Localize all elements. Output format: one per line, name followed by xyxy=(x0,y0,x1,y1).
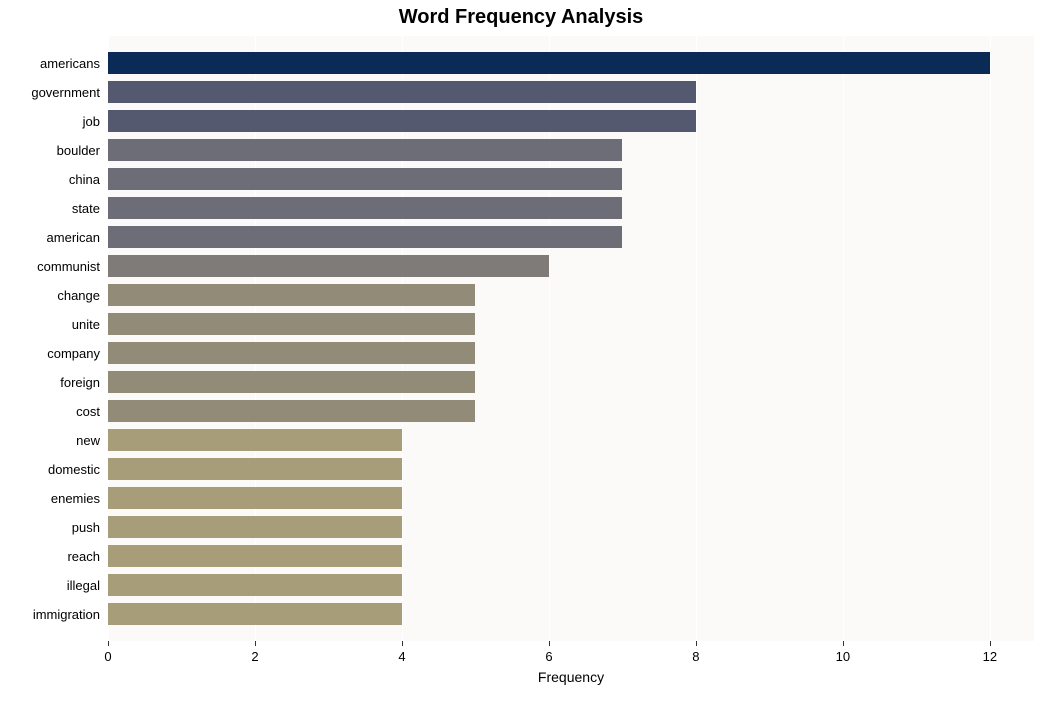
bar xyxy=(108,516,402,538)
y-tick-label: boulder xyxy=(57,143,100,158)
word-frequency-chart: Word Frequency Analysis Frequency 0 2 4 6 8 1… xyxy=(0,0,1042,701)
x-tick-mark xyxy=(108,641,109,646)
x-tick-mark xyxy=(549,641,550,646)
bar xyxy=(108,429,402,451)
x-tick-mark xyxy=(843,641,844,646)
y-tick-label: company xyxy=(47,346,100,361)
y-tick-label: new xyxy=(76,433,100,448)
bar xyxy=(108,255,549,277)
bar xyxy=(108,458,402,480)
x-tick-label: 2 xyxy=(251,649,258,664)
y-tick-label: state xyxy=(72,201,100,216)
grid-line xyxy=(990,36,991,641)
y-tick-label: china xyxy=(69,172,100,187)
plot-area xyxy=(108,36,1034,641)
y-tick-label: domestic xyxy=(48,462,100,477)
y-tick-label: american xyxy=(47,230,100,245)
grid-line xyxy=(843,36,844,641)
x-tick-mark xyxy=(402,641,403,646)
bar xyxy=(108,574,402,596)
y-tick-label: unite xyxy=(72,317,100,332)
bar xyxy=(108,197,622,219)
bar xyxy=(108,603,402,625)
y-tick-label: government xyxy=(31,85,100,100)
bar xyxy=(108,139,622,161)
y-tick-label: enemies xyxy=(51,491,100,506)
y-tick-label: reach xyxy=(67,549,100,564)
x-tick-mark xyxy=(255,641,256,646)
bar xyxy=(108,284,475,306)
y-tick-label: americans xyxy=(40,56,100,71)
bar xyxy=(108,342,475,364)
y-tick-label: communist xyxy=(37,259,100,274)
x-tick-label: 0 xyxy=(104,649,111,664)
x-tick-label: 12 xyxy=(983,649,997,664)
x-tick-label: 8 xyxy=(692,649,699,664)
bar xyxy=(108,226,622,248)
y-tick-label: illegal xyxy=(67,578,100,593)
x-tick-mark xyxy=(990,641,991,646)
y-tick-label: cost xyxy=(76,404,100,419)
y-tick-label: foreign xyxy=(60,375,100,390)
x-tick-label: 10 xyxy=(836,649,850,664)
bar xyxy=(108,313,475,335)
bar xyxy=(108,110,696,132)
y-tick-label: immigration xyxy=(33,607,100,622)
chart-title: Word Frequency Analysis xyxy=(0,6,1042,29)
grid-line xyxy=(696,36,697,641)
bar xyxy=(108,400,475,422)
bar xyxy=(108,545,402,567)
bar xyxy=(108,168,622,190)
x-tick-label: 4 xyxy=(398,649,405,664)
y-tick-label: push xyxy=(72,520,100,535)
bar xyxy=(108,81,696,103)
bar xyxy=(108,52,990,74)
y-tick-label: job xyxy=(83,114,100,129)
x-tick-label: 6 xyxy=(545,649,552,664)
x-tick-mark xyxy=(696,641,697,646)
bar xyxy=(108,371,475,393)
x-axis-label: Frequency xyxy=(521,669,621,685)
y-tick-label: change xyxy=(57,288,100,303)
bar xyxy=(108,487,402,509)
